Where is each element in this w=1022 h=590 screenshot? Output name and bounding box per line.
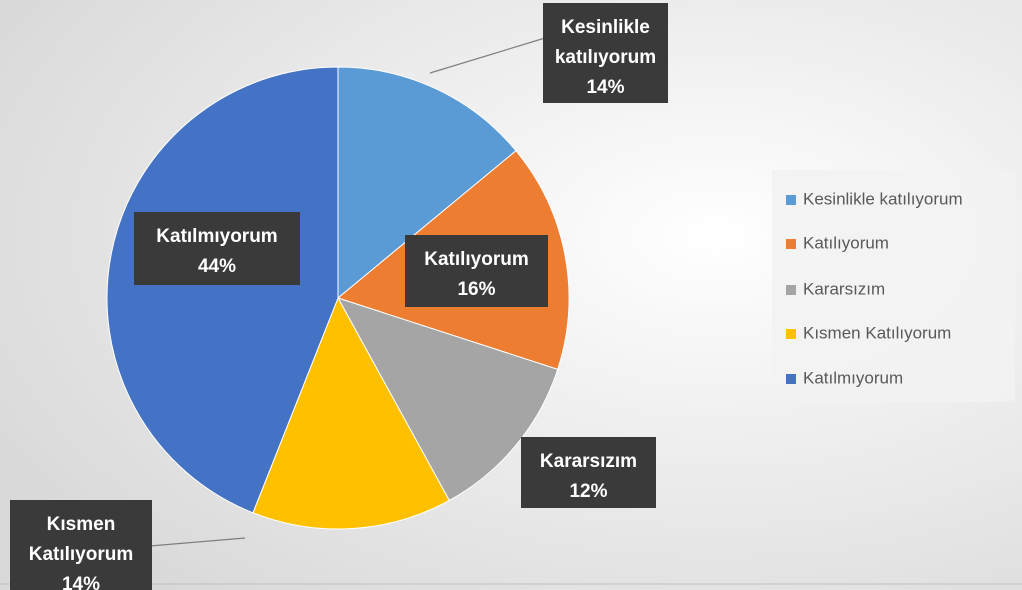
data-label-box — [10, 500, 152, 590]
legend-swatch — [786, 195, 796, 205]
data-label-box — [405, 235, 548, 307]
legend-label: Kısmen Katılıyorum — [803, 323, 951, 342]
legend-swatch — [786, 374, 796, 384]
leader-line — [149, 537, 246, 547]
data-label-value: 16% — [457, 279, 495, 300]
data-label-category: Kesinlikle — [561, 17, 650, 38]
pie-slice — [337, 66, 517, 300]
legend-label: Katılıyorum — [803, 233, 889, 252]
legend-label: Kararsızım — [803, 279, 885, 298]
data-label: Kararsızım 12% — [540, 451, 637, 502]
data-label-box — [134, 212, 300, 285]
pie-slice — [336, 297, 559, 502]
data-label: Katılmıyorum 44% — [156, 226, 277, 277]
data-label-category: Katılıyorum — [29, 544, 134, 565]
legend-label: Katılmıyorum — [803, 368, 903, 387]
data-label: Kesinlikle katılıyorum 14% — [555, 17, 656, 98]
data-label: Katılıyorum 16% — [424, 249, 529, 300]
legend-box — [772, 170, 1015, 402]
data-label-value: 12% — [569, 481, 607, 502]
data-label-category: katılıyorum — [555, 47, 656, 68]
data-label-category: Kısmen — [47, 514, 116, 535]
data-label-category: Katılıyorum — [424, 249, 529, 270]
data-label-category: Kararsızım — [540, 451, 637, 472]
data-label-box — [521, 437, 656, 508]
data-label-value: 14% — [62, 574, 100, 590]
data-label-category: Katılmıyorum — [156, 226, 277, 247]
legend-label: Kesinlikle katılıyorum — [803, 189, 963, 208]
legend-swatch — [786, 285, 796, 295]
pie-slice — [106, 66, 339, 514]
leader-line — [429, 37, 546, 74]
data-label-value: 44% — [198, 256, 236, 277]
data-label-box — [543, 3, 668, 103]
pie-slice — [252, 296, 450, 530]
data-label: Kısmen Katılıyorum 14% — [29, 514, 134, 590]
legend-swatch — [786, 329, 796, 339]
legend-swatch — [786, 239, 796, 249]
data-label-value: 14% — [586, 77, 624, 98]
